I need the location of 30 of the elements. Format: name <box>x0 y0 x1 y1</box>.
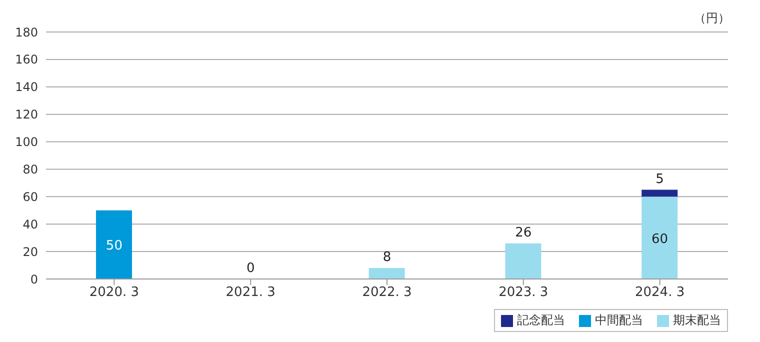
data-label: 5 <box>656 172 664 187</box>
data-label: 26 <box>515 225 532 240</box>
x-tick-label: 2020. 3 <box>89 285 140 300</box>
data-label: 50 <box>106 238 122 254</box>
bar <box>368 268 405 279</box>
y-tick-label: 160 <box>15 52 38 67</box>
y-axis-title: （円） <box>694 10 730 27</box>
legend-label: 記念配当 <box>517 312 565 329</box>
y-tick-label: 20 <box>22 244 38 259</box>
x-tick-label: 2022. 3 <box>362 285 412 300</box>
y-tick-label: 40 <box>22 217 38 232</box>
legend-label: 期末配当 <box>673 312 721 329</box>
bar <box>96 210 132 279</box>
bar <box>642 190 678 197</box>
x-tick-label: 2021. 3 <box>226 285 276 300</box>
data-label: 60 <box>652 232 668 247</box>
y-tick-label: 0 <box>30 272 38 286</box>
y-tick-label: 180 <box>15 25 38 40</box>
y-tick-label: 60 <box>22 190 38 204</box>
bar <box>642 196 678 279</box>
y-tick-label: 100 <box>15 135 38 150</box>
y-tick-label: 120 <box>15 108 38 122</box>
data-label: 8 <box>382 250 392 266</box>
y-tick-label: 80 <box>22 162 38 176</box>
y-tick-label: 140 <box>15 80 38 94</box>
bar <box>505 243 542 279</box>
x-tick-label: 2024. 3 <box>634 285 685 300</box>
legend-label: 中間配当 <box>595 312 643 329</box>
x-tick-label: 2023. 3 <box>498 285 548 300</box>
data-label: 0 <box>246 261 255 276</box>
